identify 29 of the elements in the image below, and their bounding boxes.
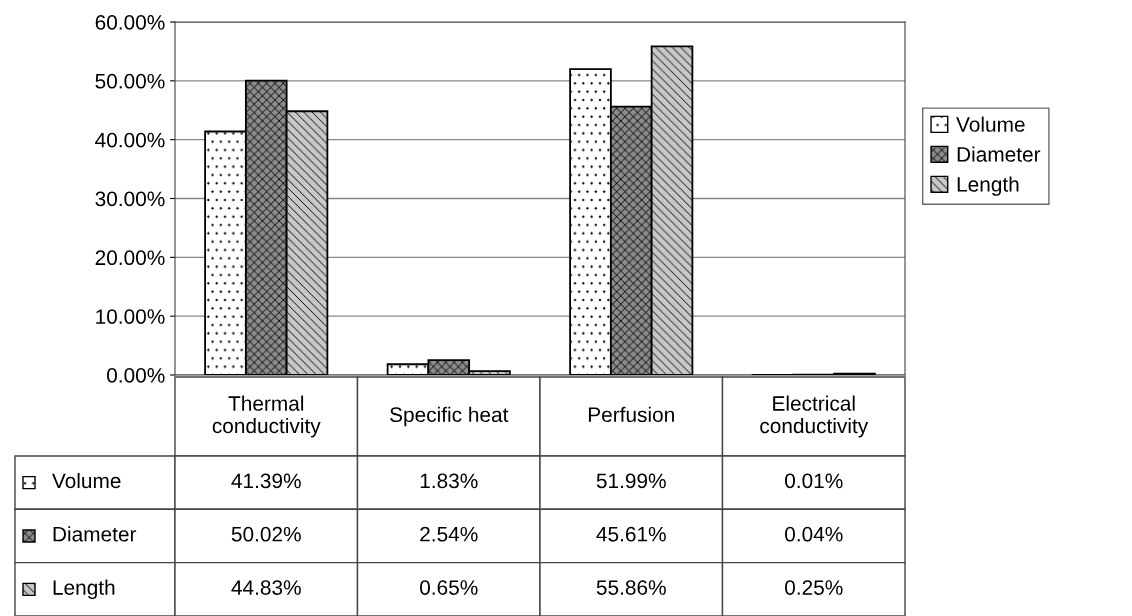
data-label: 0.25% [785, 580, 843, 595]
text: Volume [52, 472, 121, 489]
data-label: 51.99% [596, 473, 666, 489]
y-tick-label: 60.00% [95, 15, 165, 30]
text: Diameter [53, 526, 137, 542]
y-tick-label: 30.00% [95, 191, 165, 207]
y-tick-label: 10.00% [96, 309, 165, 324]
y-tick-label: 50.00% [95, 73, 165, 89]
data-label: 0.04% [785, 526, 843, 542]
y-tick-label: 0.00% [107, 368, 165, 383]
data-label: 41.39% [231, 473, 301, 489]
data-label: 2.54% [420, 526, 478, 542]
y-tick-label: 40.00% [95, 132, 165, 148]
data-label: 0.01% [785, 473, 843, 489]
legend-label: Volume [956, 116, 1025, 132]
x-tick-label: Electrical conductivity [760, 395, 869, 438]
data-label: 0.65% [420, 580, 478, 595]
data-label: 44.83% [231, 580, 301, 595]
x-tick-label: Perfusion [588, 406, 674, 423]
data-label: 55.86% [596, 580, 666, 595]
data-label: 50.02% [231, 526, 301, 542]
text: Length [53, 579, 115, 600]
x-tick-label: Thermal conductivity [212, 395, 321, 438]
legend-label: Length [957, 176, 1019, 196]
legend-label: Diameter [957, 146, 1041, 162]
x-tick-label: Specific heat [390, 406, 509, 427]
data-label: 1.83% [420, 473, 478, 489]
y-tick-label: 20.00% [95, 250, 165, 266]
data-label: 45.61% [596, 526, 666, 542]
